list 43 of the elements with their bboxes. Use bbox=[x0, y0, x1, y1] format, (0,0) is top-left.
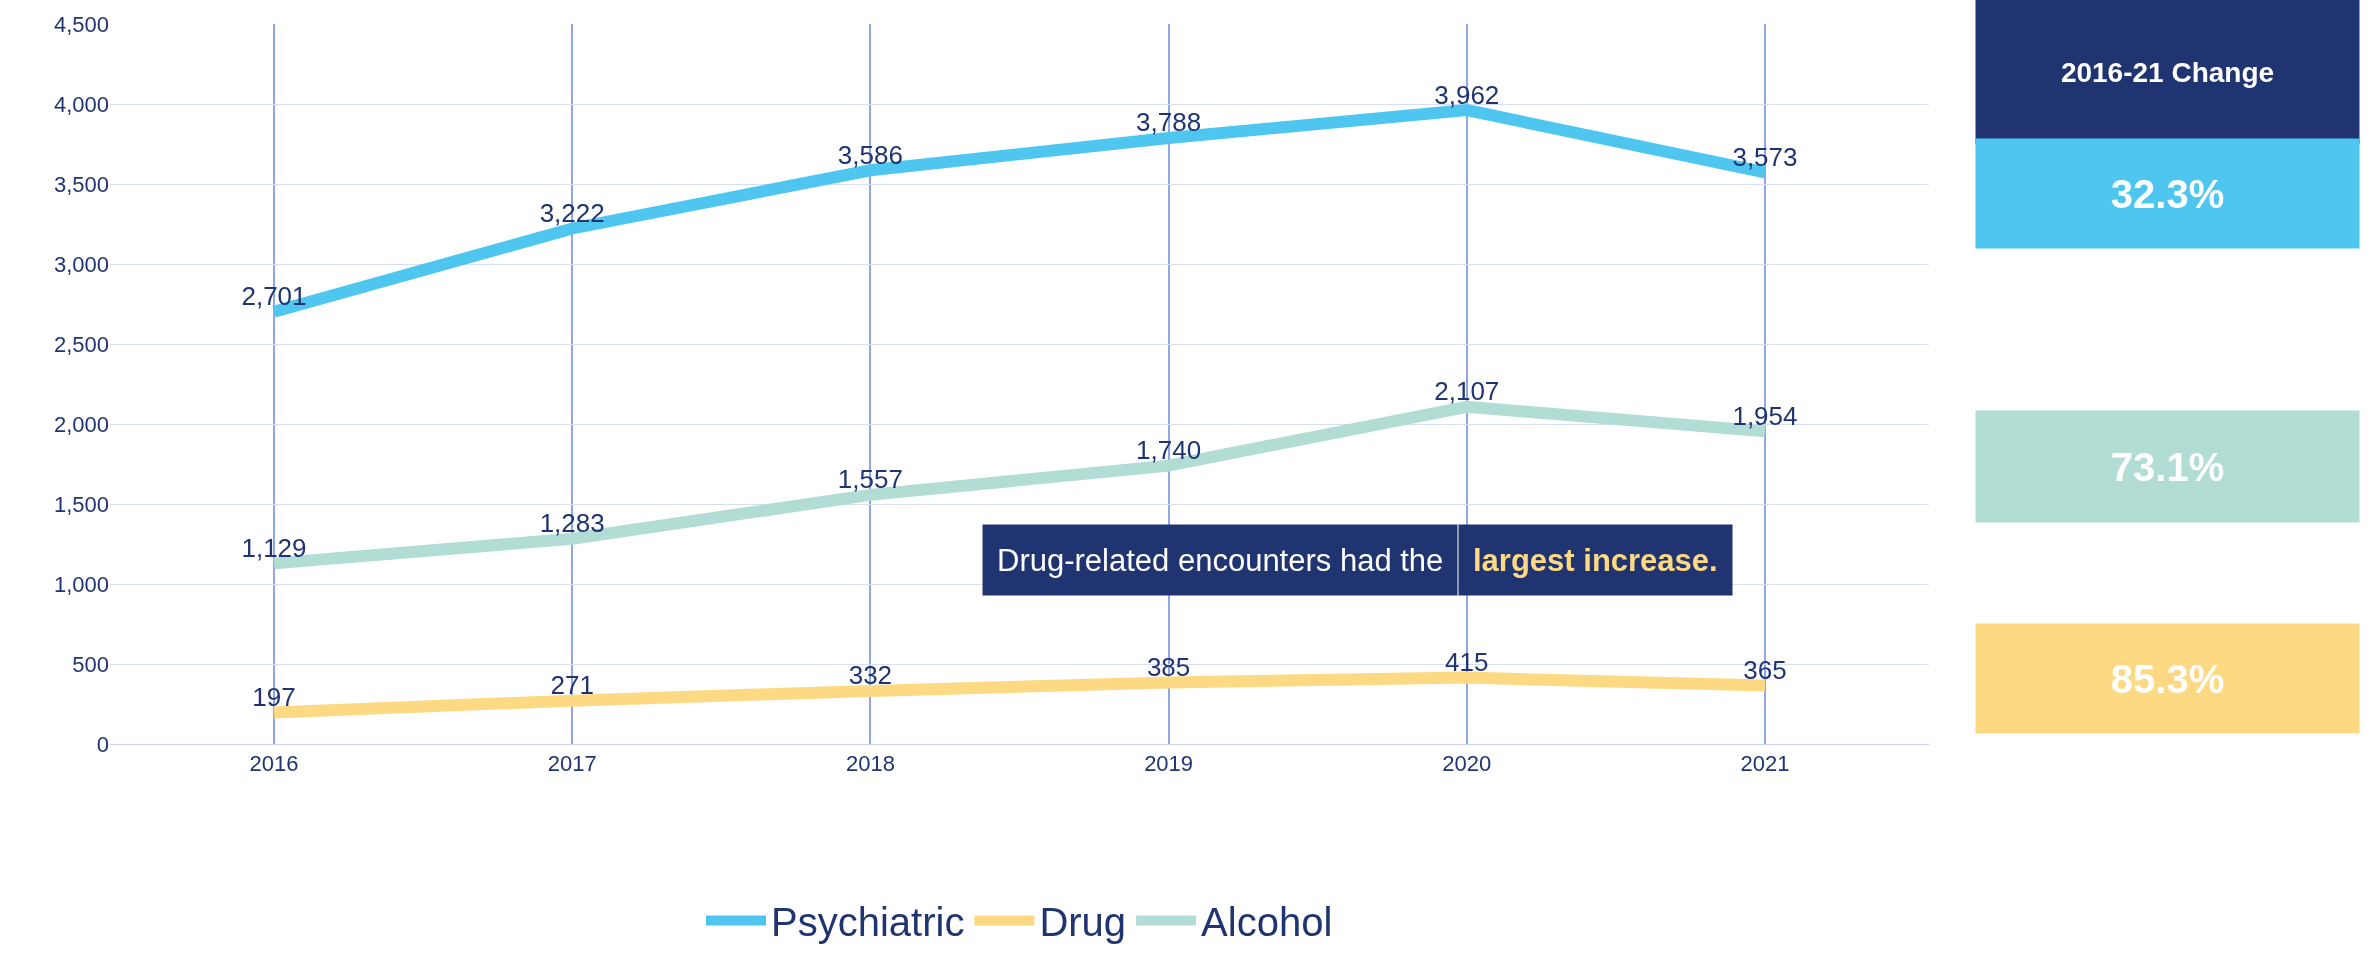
data-label: 1,954 bbox=[1732, 400, 1798, 431]
data-label: 3,573 bbox=[1732, 141, 1798, 172]
data-label: 2,107 bbox=[1434, 376, 1500, 407]
data-label: 1,740 bbox=[1136, 435, 1202, 466]
x-tick-label: 2017 bbox=[547, 751, 597, 777]
data-label: 1,557 bbox=[837, 464, 903, 495]
data-label: 2,701 bbox=[241, 281, 307, 312]
annotation: largest increase. bbox=[1473, 542, 1718, 578]
legend-label: Drug bbox=[1039, 900, 1127, 945]
legend-label: Alcohol bbox=[1201, 900, 1333, 945]
legend-label: Psychiatric bbox=[771, 900, 965, 945]
y-tick-label: 2,000 bbox=[53, 411, 109, 437]
data-label: 3,222 bbox=[539, 197, 605, 228]
x-tick-label: 2016 bbox=[249, 751, 299, 777]
y-tick-label: 0 bbox=[96, 731, 109, 757]
text: 85.3% bbox=[2110, 656, 2225, 701]
y-tick-label: 2,500 bbox=[53, 331, 109, 357]
y-tick-label: 1,500 bbox=[53, 491, 109, 517]
data-label: 3,586 bbox=[837, 139, 903, 170]
y-tick-label: 4,500 bbox=[53, 11, 109, 37]
y-tick-label: 4,000 bbox=[53, 91, 109, 117]
y-tick-label: 3,000 bbox=[53, 251, 109, 277]
data-label: 271 bbox=[550, 670, 594, 701]
x-tick-label: 2021 bbox=[1740, 751, 1790, 777]
y-tick-label: 500 bbox=[72, 651, 109, 677]
data-label: 1,283 bbox=[539, 508, 605, 539]
data-label: 365 bbox=[1743, 655, 1787, 686]
data-label: 332 bbox=[848, 660, 893, 691]
text: 73.1% bbox=[2110, 444, 2225, 489]
data-label: 3,962 bbox=[1434, 79, 1500, 110]
data-label: 385 bbox=[1146, 651, 1191, 682]
annotation: Drug-related encounters had the bbox=[997, 542, 1444, 578]
text: 32.3% bbox=[2110, 171, 2225, 216]
data-label: 415 bbox=[1445, 647, 1489, 678]
y-tick-label: 1,000 bbox=[53, 571, 109, 597]
data-label: 197 bbox=[252, 681, 296, 712]
x-tick-label: 2019 bbox=[1144, 751, 1194, 777]
text: 2016-21 Change bbox=[2060, 56, 2275, 88]
y-tick-label: 3,500 bbox=[53, 171, 109, 197]
data-label: 1,129 bbox=[241, 532, 307, 563]
x-tick-label: 2020 bbox=[1442, 751, 1492, 777]
x-tick-label: 2018 bbox=[845, 751, 895, 777]
data-label: 3,788 bbox=[1136, 107, 1202, 138]
